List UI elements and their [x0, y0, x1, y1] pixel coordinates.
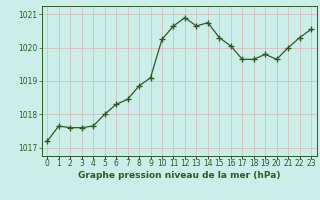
X-axis label: Graphe pression niveau de la mer (hPa): Graphe pression niveau de la mer (hPa): [78, 171, 280, 180]
